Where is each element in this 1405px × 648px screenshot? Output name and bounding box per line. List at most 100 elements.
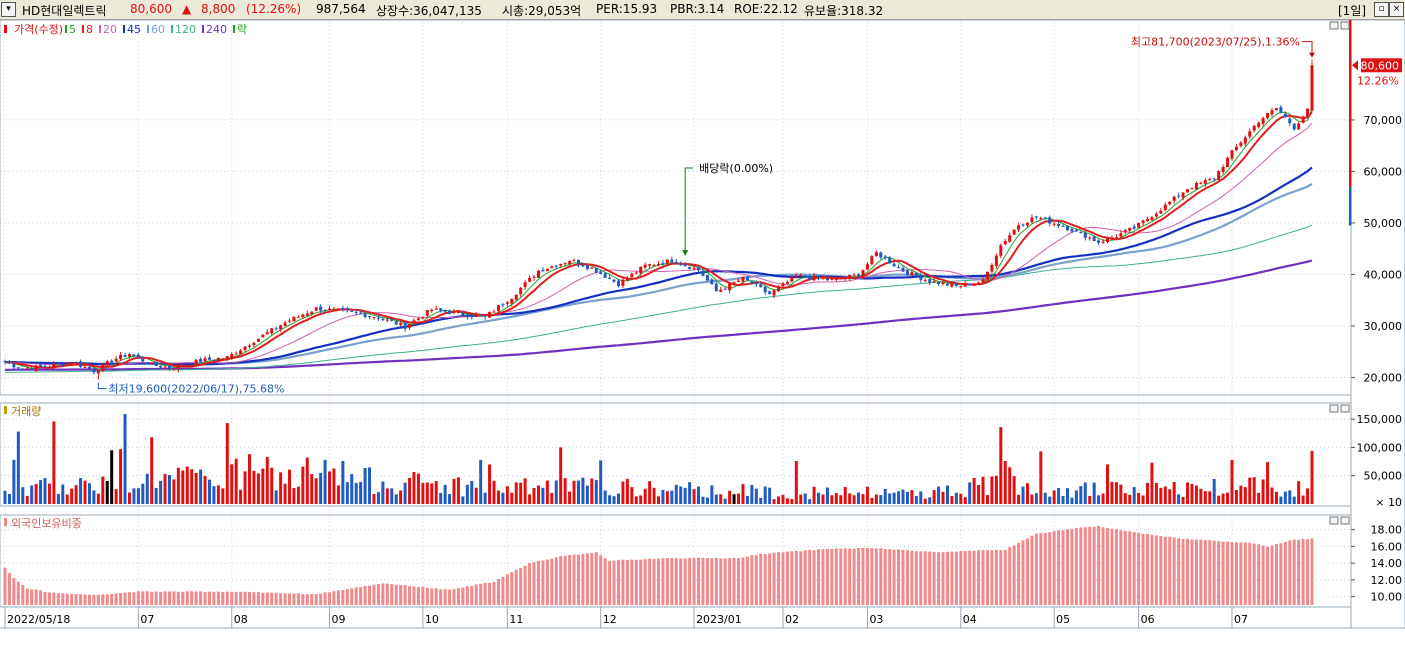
holding-bar — [310, 594, 314, 605]
holding-bar — [683, 558, 687, 605]
candle-body — [914, 272, 918, 277]
candle-body — [203, 358, 207, 362]
holding-bar — [74, 593, 78, 605]
volume-bar — [625, 478, 629, 504]
menu-icon[interactable]: ▾ — [1, 2, 16, 17]
volume-bar — [599, 460, 603, 504]
volume-bar — [830, 495, 834, 504]
current-price: 80,600 — [130, 2, 172, 16]
volume-bar — [176, 467, 180, 504]
holding-bar — [70, 594, 74, 605]
holding-bar — [288, 593, 292, 605]
panel-minimize-button[interactable] — [1329, 404, 1339, 413]
holding-bar — [1274, 544, 1278, 605]
holding-bar — [319, 593, 323, 605]
holding-bar — [990, 550, 994, 605]
volume-bar — [443, 484, 447, 504]
candle-body — [648, 264, 652, 266]
candle-body — [43, 365, 47, 367]
candle-body — [1261, 118, 1265, 124]
volume-bar — [737, 493, 741, 504]
volume-bar — [1083, 482, 1087, 504]
current-price-marker-icon — [1352, 60, 1358, 71]
candle-body — [714, 283, 718, 292]
candle-body — [96, 370, 100, 374]
volume-bar — [274, 490, 278, 504]
holding-bar — [145, 591, 149, 605]
volume-bar — [865, 486, 869, 504]
dividend-arrow — [684, 167, 694, 254]
panel-maximize-button[interactable] — [1340, 21, 1350, 30]
volume-bar — [203, 475, 207, 504]
holding-bar — [1243, 542, 1247, 605]
volume-bar — [839, 495, 843, 504]
volume-bar — [239, 489, 243, 504]
holding-bar — [176, 591, 180, 605]
candle-body — [919, 275, 923, 280]
volume-bar — [514, 482, 518, 504]
candle-body — [1243, 137, 1247, 144]
candle-body — [230, 354, 234, 358]
volume-bar — [728, 490, 732, 504]
candle-body — [821, 278, 825, 280]
candle-body — [932, 281, 936, 283]
candle-body — [1101, 241, 1105, 243]
holding-bar — [692, 557, 696, 605]
stock-name[interactable]: HD현대일렉트릭 — [22, 4, 107, 18]
panel-maximize-button[interactable] — [1340, 404, 1350, 413]
holding-panel-title: 외국인보유비중 — [11, 517, 82, 530]
candle-body — [1292, 123, 1296, 130]
volume-bar — [225, 423, 229, 504]
panel-maximize-button[interactable] — [1340, 516, 1350, 525]
candle-body — [652, 265, 656, 267]
candle-body — [1123, 230, 1127, 233]
volume-bar — [1048, 496, 1052, 504]
candle-body — [972, 283, 976, 286]
holding-bar — [1057, 530, 1061, 605]
date-label: 02 — [785, 613, 799, 626]
volume-bar — [643, 488, 647, 504]
candle-body — [661, 263, 665, 265]
volume-bar — [1132, 487, 1136, 504]
volume-bar — [1261, 479, 1265, 504]
volume-bar — [888, 493, 892, 504]
volume-bar — [403, 482, 407, 504]
candle-body — [688, 267, 692, 269]
volume-bar — [1021, 486, 1025, 504]
volume-bar — [199, 469, 203, 504]
volume-bar — [465, 484, 469, 504]
volume-bar — [505, 486, 509, 504]
candle-body — [25, 368, 29, 370]
holding-bar — [1159, 536, 1163, 605]
candle-body — [923, 279, 927, 281]
holding-bar — [1266, 546, 1270, 605]
panel-minimize-button[interactable] — [1329, 516, 1339, 525]
holding-bar — [1070, 528, 1074, 605]
volume-bar — [679, 486, 683, 504]
pbr-value: PBR:3.14 — [670, 2, 725, 16]
candle-body — [248, 345, 252, 347]
period-button[interactable]: [1일] — [1338, 4, 1367, 18]
volume-bar — [110, 450, 114, 504]
holding-bar — [697, 557, 701, 605]
holding-bar — [879, 548, 883, 605]
restore-window-button[interactable]: ▫ — [1374, 2, 1389, 17]
candle-body — [368, 315, 372, 317]
candle-body — [1088, 237, 1092, 239]
candle-body — [843, 277, 847, 279]
holding-bar — [1065, 529, 1069, 605]
holding-bar — [1034, 533, 1038, 605]
holding-bar — [870, 548, 874, 605]
candle-body — [990, 264, 994, 272]
close-window-button[interactable]: × — [1389, 2, 1404, 17]
ma-45-line — [5, 166, 1313, 366]
candle-body — [905, 270, 909, 275]
candle-body — [310, 311, 314, 314]
price-tick-label: 30,000 — [1364, 320, 1403, 333]
panel-minimize-button[interactable] — [1329, 21, 1339, 30]
candle-body — [261, 334, 265, 338]
holding-bar — [243, 591, 247, 605]
date-label: 07 — [1234, 613, 1248, 626]
candle-body — [1190, 188, 1194, 190]
